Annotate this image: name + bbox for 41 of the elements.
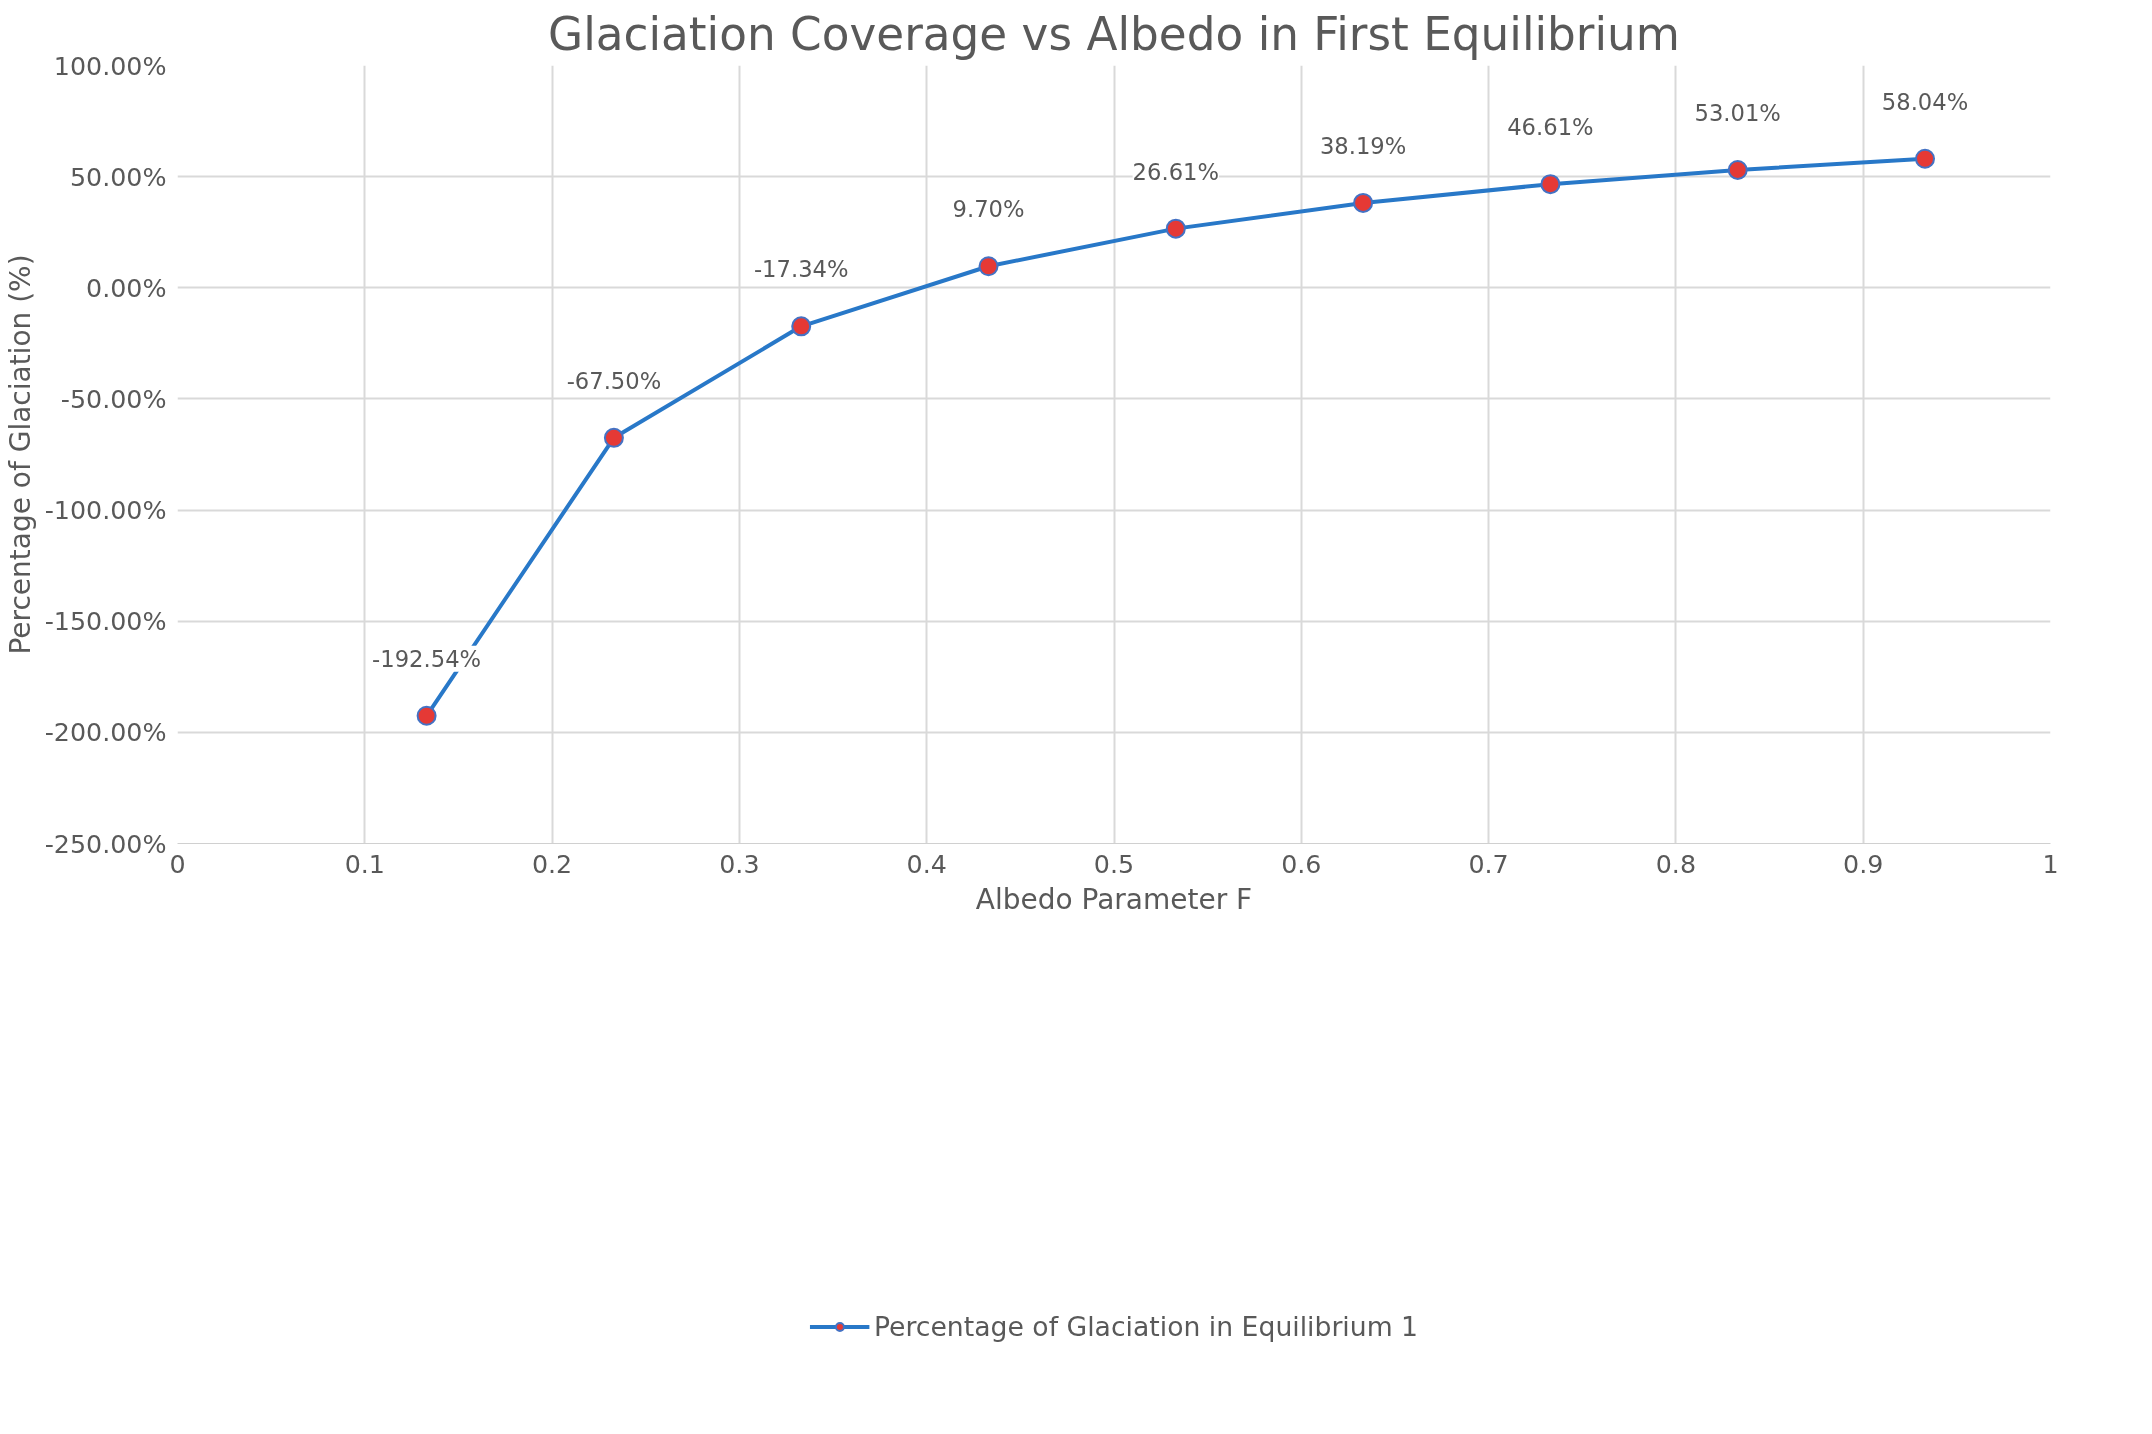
y-tick-label: -150.00% xyxy=(44,606,167,637)
x-tick-label: 0.4 xyxy=(906,848,947,879)
y-tick-label: 100.00% xyxy=(53,50,167,81)
point xyxy=(1540,174,1561,195)
x-tick-label: 0.2 xyxy=(531,848,573,879)
data-label: 9.70% xyxy=(952,196,1025,223)
y-tick-label: -200.00% xyxy=(44,717,167,748)
data-label: 38.19% xyxy=(1319,132,1407,159)
point xyxy=(603,427,624,448)
y-tick-label: -100.00% xyxy=(44,495,167,526)
x-tick-label: 0.3 xyxy=(719,848,760,879)
data-label: 26.61% xyxy=(1132,158,1220,185)
point xyxy=(1727,159,1748,180)
point xyxy=(978,256,999,277)
y-tick-label: -250.00% xyxy=(44,828,167,859)
y-axis-title: Percentage of Glaciation (%) xyxy=(3,254,37,655)
x-tick-label: 0.7 xyxy=(1468,848,1509,879)
x-tick-label: 0.5 xyxy=(1093,848,1135,879)
data-label: 46.61% xyxy=(1507,114,1594,141)
point xyxy=(1165,218,1186,239)
data-label: -192.54% xyxy=(372,645,482,672)
y-tick-label: 50.00% xyxy=(69,161,167,192)
data-label: -17.34% xyxy=(753,256,849,283)
x-tick-label: 0.9 xyxy=(1843,848,1884,879)
y-tick-label: -50.00% xyxy=(60,383,167,414)
x-tick-label: 0.6 xyxy=(1281,848,1322,879)
x-tick-label: 0.8 xyxy=(1655,848,1697,879)
data-label: 53.01% xyxy=(1694,99,1781,126)
chart-title: Glaciation Coverage vs Albedo in First Equilibrium xyxy=(548,7,1680,61)
point xyxy=(416,705,437,726)
data-label: -67.50% xyxy=(566,367,662,394)
x-tick-label: 0.1 xyxy=(344,848,385,879)
x-tick-label: 1 xyxy=(2042,848,2059,879)
point xyxy=(1915,148,1936,169)
y-tick-label: 0.00% xyxy=(86,272,167,303)
x-axis-title: Albedo Parameter F xyxy=(975,882,1253,916)
x-tick-label: 0 xyxy=(169,848,186,879)
point xyxy=(1353,192,1374,213)
data-label: 58.04% xyxy=(1881,88,1969,115)
point xyxy=(791,316,812,337)
legend-label: Percentage of Glaciation in Equilibrium 1 xyxy=(873,1310,1419,1342)
